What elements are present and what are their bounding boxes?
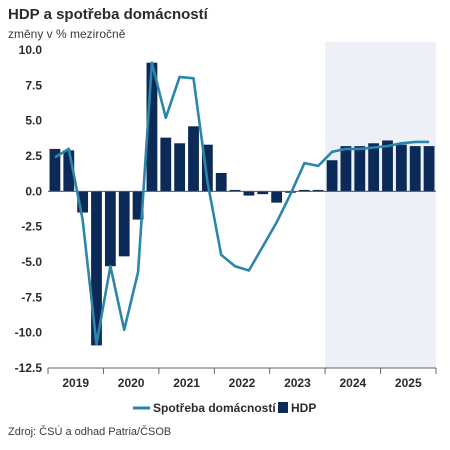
gdp-bars [49, 62, 435, 346]
gdp-bar [146, 62, 158, 192]
gdp-bar [174, 143, 186, 192]
y-tick-label: -5.0 [21, 255, 42, 269]
chart-canvas: 10.0 7.5 5.0 2.5 0.0 -2.5 -5.0 -7.5 -10.0 -12.5 2… [15, 42, 437, 415]
y-tick-label: 7.5 [25, 78, 42, 92]
gdp-bar [298, 189, 310, 192]
gdp-bar [49, 148, 61, 192]
x-tick-label: 2023 [284, 376, 311, 390]
legend-consumption-label: Spotřeba domácností [153, 401, 276, 415]
x-tick-label: 2024 [340, 376, 367, 390]
x-tick-label: 2020 [118, 376, 145, 390]
legend: Spotřeba domácností HDP [133, 401, 316, 415]
gdp-bar [104, 191, 116, 267]
y-tick-label: -12.5 [15, 361, 43, 375]
x-tick-label: 2021 [173, 376, 200, 390]
y-tick-label: 10.0 [19, 43, 43, 57]
x-tick-label: 2019 [62, 376, 89, 390]
gdp-bar [215, 172, 227, 192]
gdp-bar [382, 140, 393, 192]
chart-title: HDP a spotřeba domácností [8, 6, 208, 23]
gdp-bar [409, 146, 421, 192]
gdp-bar [91, 191, 102, 346]
gdp-bar [188, 126, 199, 192]
consumption-line [54, 61, 430, 346]
y-tick-label: 5.0 [25, 114, 42, 128]
x-tick-label: 2025 [395, 376, 422, 390]
forecast-area [325, 42, 436, 368]
y-tick-label: 0.0 [25, 184, 42, 198]
gdp-bar [160, 137, 172, 192]
gdp-bar [201, 144, 213, 192]
gdp-bar [326, 160, 338, 192]
y-tick-label: -10.0 [15, 326, 43, 340]
y-tick-label: -2.5 [21, 220, 42, 234]
x-axis: 2019 2020 2021 2022 2023 2024 2025 [47, 367, 437, 390]
gdp-bar [243, 191, 255, 196]
x-tick-label: 2022 [229, 376, 256, 390]
gdp-bar [395, 144, 407, 192]
y-axis-ticks: 10.0 7.5 5.0 2.5 0.0 -2.5 -5.0 -7.5 -10.0 -12.5 [15, 43, 43, 375]
gdp-bar [118, 191, 130, 257]
gdp-bar [132, 191, 144, 220]
gdp-bar [77, 191, 89, 213]
gdp-bar [229, 189, 241, 192]
gdp-bar [340, 146, 352, 192]
gdp-bar [271, 191, 283, 203]
chart-subtitle: změny v % meziročně [8, 27, 126, 41]
legend-gdp-swatch [278, 402, 288, 413]
gdp-bar [257, 191, 269, 195]
gdp-bar [368, 143, 380, 192]
gdp-bar [423, 146, 435, 192]
gdp-bar [354, 146, 366, 192]
source-note: Zdroj: ČSÚ a odhad Patria/ČSOB [8, 426, 172, 438]
y-tick-label: -7.5 [21, 290, 42, 304]
legend-gdp-label: HDP [291, 401, 316, 415]
gdp-bar [63, 150, 75, 192]
gdp-bar [312, 189, 324, 192]
y-tick-label: 2.5 [25, 149, 42, 163]
